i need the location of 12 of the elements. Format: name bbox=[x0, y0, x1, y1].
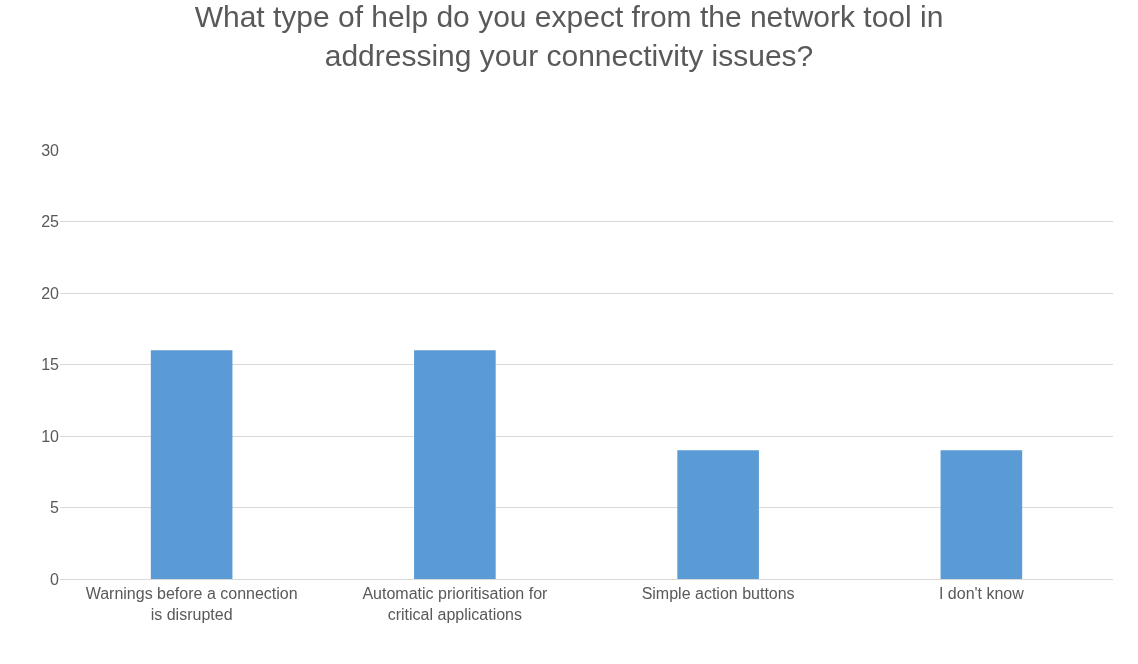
x-tick-label: Automatic prioritisation for critical applications bbox=[362, 585, 549, 623]
y-tick-label: 25 bbox=[41, 213, 60, 231]
chart-title: What type of help do you expect from the network tool in addressing your connectivity issues? bbox=[194, 0, 944, 72]
y-tick-label: 0 bbox=[50, 570, 60, 588]
y-tick-label: 5 bbox=[50, 499, 60, 517]
x-tick-label: I don't know bbox=[938, 585, 1025, 603]
x-tick-label: Simple action buttons bbox=[641, 585, 795, 603]
x-tick-label: Warnings before a connection is disrupted bbox=[85, 585, 298, 623]
y-tick-label: 30 bbox=[41, 141, 60, 159]
y-tick-label: 20 bbox=[41, 284, 60, 302]
y-tick-label: 15 bbox=[41, 356, 60, 374]
y-tick-label: 10 bbox=[41, 427, 60, 445]
